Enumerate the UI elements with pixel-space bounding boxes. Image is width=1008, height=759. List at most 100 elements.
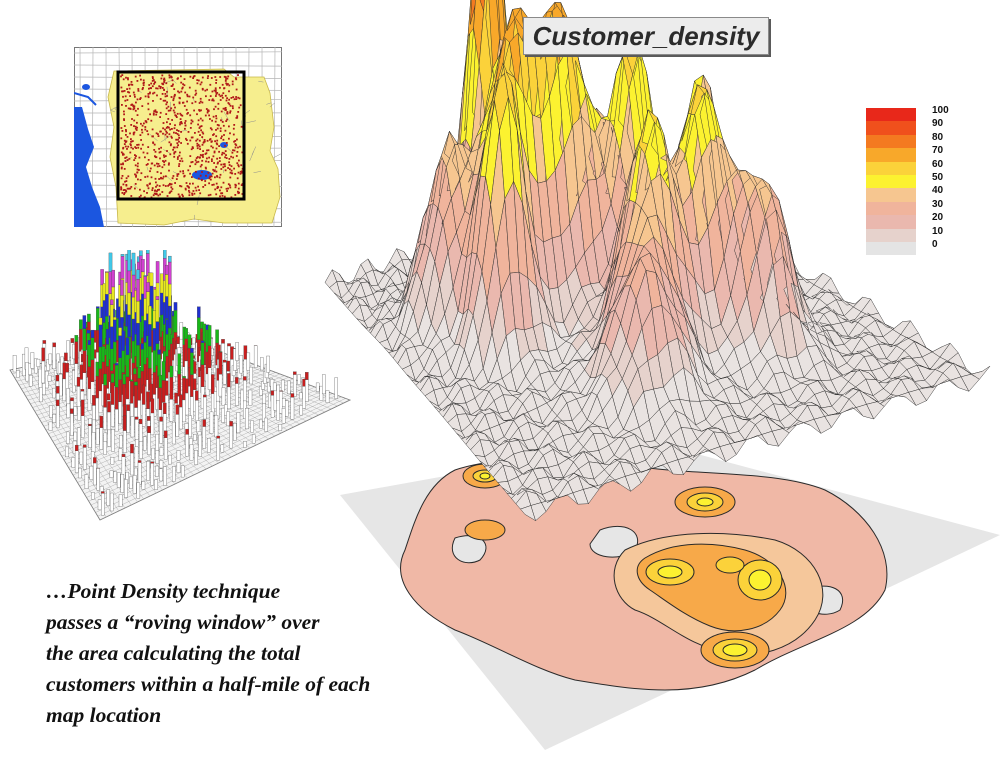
histogram-bar <box>175 404 180 415</box>
histogram-bar <box>235 342 239 361</box>
histogram-bar <box>93 457 97 464</box>
histogram-bar <box>89 465 94 480</box>
histogram-bar <box>30 352 35 369</box>
histogram-bar <box>141 384 146 405</box>
histogram-bar <box>141 259 145 272</box>
histogram-bar <box>120 254 125 257</box>
legend-label: 60 <box>932 158 944 170</box>
histogram-bar <box>239 355 243 374</box>
histogram-bar <box>177 353 181 375</box>
histogram-bar <box>121 330 126 351</box>
histogram-bar <box>108 252 113 272</box>
legend-label: 10 <box>932 225 944 237</box>
histogram-bar <box>120 474 125 493</box>
histogram-bar <box>164 380 169 396</box>
histogram-bar <box>96 306 100 309</box>
histogram-bar <box>264 417 268 432</box>
histogram-bar <box>176 450 181 461</box>
histogram-bar <box>260 357 264 371</box>
histogram-bar <box>202 419 206 427</box>
histogram-bar <box>77 406 81 421</box>
histogram-bar <box>103 441 107 455</box>
histogram-bar <box>86 329 91 334</box>
histogram-bar <box>64 352 68 361</box>
caption-line: passes a “roving window” over <box>46 610 320 634</box>
histogram-bar <box>73 431 78 441</box>
legend-swatch <box>866 241 916 256</box>
histogram-bar <box>101 491 105 494</box>
histogram-bar <box>36 358 41 367</box>
histogram-bar <box>163 402 167 414</box>
histogram-bar <box>149 272 154 287</box>
histogram-bar <box>139 441 143 459</box>
histogram-bar <box>121 454 126 457</box>
histogram-bar <box>87 313 91 323</box>
histogram-bar <box>315 382 320 392</box>
lake-3 <box>82 84 90 90</box>
legend-label: 70 <box>932 145 944 157</box>
histogram-bar <box>169 365 174 378</box>
histogram-bar <box>157 349 161 355</box>
caption-text: …Point Density technique passes a “rovin… <box>46 576 466 731</box>
histogram-bar <box>290 393 295 398</box>
histogram-bar <box>130 416 135 438</box>
histogram-bar <box>122 415 127 431</box>
histogram-bar <box>278 424 283 431</box>
legend-swatch <box>866 188 916 202</box>
histogram-bar <box>77 427 81 446</box>
histogram-bar <box>146 250 150 254</box>
histogram-bar <box>246 352 251 371</box>
histogram-bar <box>218 351 223 353</box>
histogram-bar <box>49 405 53 418</box>
histogram-bar <box>48 353 53 365</box>
legend-label: 20 <box>932 212 944 224</box>
histogram-bar <box>114 363 119 366</box>
city-area <box>107 68 281 226</box>
histogram-bar <box>119 435 123 449</box>
legend-swatch <box>866 174 916 189</box>
histogram-bar <box>52 387 56 399</box>
histogram-bar <box>325 390 330 403</box>
histogram-bar <box>134 416 139 420</box>
histogram-bar <box>16 370 20 378</box>
histogram-bar <box>95 428 100 445</box>
histogram-bar <box>41 347 45 362</box>
legend-swatch <box>866 148 916 162</box>
histogram-bar <box>236 412 241 434</box>
histogram-bar <box>110 457 115 465</box>
histogram-bar <box>261 381 265 390</box>
histogram-bar <box>285 400 289 417</box>
legend-label: 80 <box>932 131 944 143</box>
histogram-bar <box>248 389 253 406</box>
histogram-bar <box>155 261 160 284</box>
histogram-bar <box>118 494 123 507</box>
histogram-bar <box>113 316 117 321</box>
caption-line: customers within a half-mile of each <box>46 672 371 696</box>
histogram-bar <box>159 468 163 482</box>
legend-swatch <box>866 161 916 175</box>
histogram-bar <box>55 399 60 406</box>
histogram-bar <box>139 250 143 256</box>
histogram-bar <box>197 306 201 318</box>
histogram-bar <box>267 382 271 393</box>
caption-line: map location <box>46 703 162 727</box>
histogram-bar <box>116 472 121 488</box>
histogram-bar <box>136 269 140 280</box>
histogram-bar <box>80 389 85 392</box>
histogram-bar <box>79 451 84 465</box>
histogram-bar <box>155 465 159 477</box>
histogram-bar <box>48 421 53 431</box>
histogram-bar <box>243 441 247 448</box>
histogram-bar <box>99 415 104 428</box>
histogram-bar <box>146 461 150 481</box>
histogram-bar <box>113 471 117 483</box>
histogram-bar <box>109 492 114 512</box>
histogram-bar <box>227 343 231 347</box>
histogram-bar <box>159 416 163 422</box>
histogram-bar <box>154 479 158 490</box>
histogram-bar <box>235 377 239 384</box>
histogram-bar <box>243 345 248 360</box>
histogram-bar <box>66 340 70 361</box>
legend-label: 30 <box>932 198 944 210</box>
histogram-bar <box>216 435 220 439</box>
